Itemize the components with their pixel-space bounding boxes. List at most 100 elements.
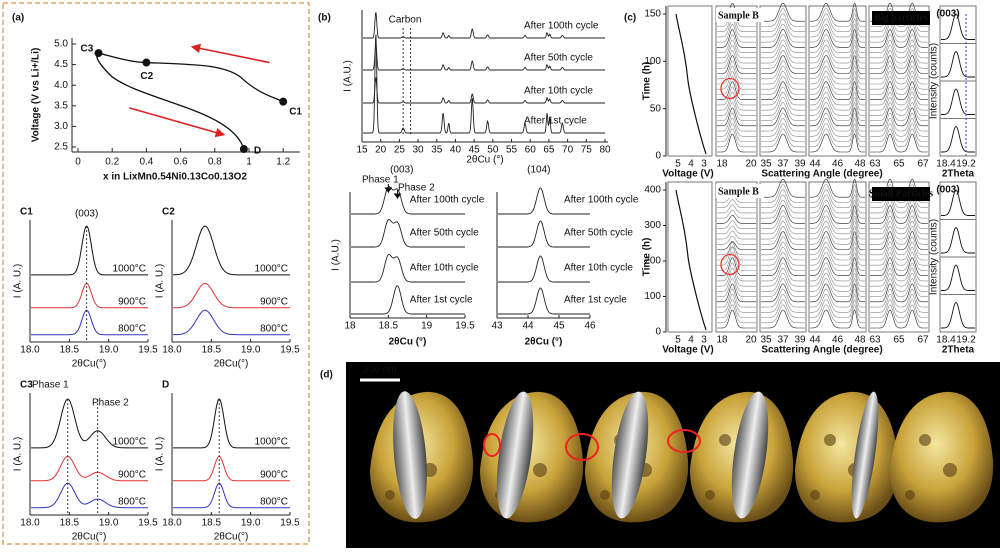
waterfall-trace <box>810 96 865 116</box>
waterfall-trace <box>870 205 928 224</box>
waterfall-trace <box>810 76 865 95</box>
x-tick-label: 44 <box>522 321 534 332</box>
waterfall-trace <box>870 18 928 38</box>
inset-title: (003) <box>936 9 959 20</box>
waterfall-trace <box>761 273 805 292</box>
waterfall-trace <box>870 288 928 308</box>
x-tick-label: 50 <box>487 145 499 156</box>
arrow <box>129 107 226 138</box>
x-tick-label: 25 <box>394 145 406 156</box>
waterfall-trace <box>761 34 805 53</box>
waterfall-trace <box>810 241 865 261</box>
waterfall-trace <box>870 210 928 229</box>
x-axis-label: Scattering Angle (degree) <box>761 345 882 356</box>
curve <box>31 398 148 449</box>
y-axis-label: Time (h) <box>642 62 653 101</box>
highlight <box>720 77 740 100</box>
spectrum-frame <box>759 5 807 157</box>
x-tick-label: 63 <box>869 159 881 170</box>
legend-label: After 100th cycle <box>410 195 485 206</box>
waterfall-trace <box>810 28 865 48</box>
legend-label: 900°C <box>118 469 146 480</box>
waterfall-trace <box>761 18 805 38</box>
x-tick-label: 19.2 <box>956 335 976 346</box>
curve <box>173 482 290 509</box>
waterfall-trace <box>810 107 865 127</box>
waterfall-trace <box>717 246 756 256</box>
x-tick-label: 18.0 <box>162 345 182 356</box>
waterfall-trace <box>761 91 805 111</box>
x-tick-label: 4 <box>688 159 694 170</box>
waterfall-trace <box>717 97 756 116</box>
legend-label: 800°C <box>118 323 146 334</box>
x-tick-label: 0 <box>75 157 81 168</box>
waterfall-trace <box>717 18 756 38</box>
spectrum-frame <box>868 181 930 333</box>
waterfall-trace <box>717 49 756 69</box>
waterfall-trace <box>717 283 756 303</box>
point-label: C3 <box>81 44 94 55</box>
waterfall-trace <box>810 272 865 292</box>
x-tick-label: 0.4 <box>139 157 153 168</box>
waterfall-trace <box>761 133 805 153</box>
waterfall-trace <box>717 252 756 271</box>
panel-label: (d) <box>320 370 333 381</box>
x-tick-label: 18.5 <box>202 518 222 529</box>
inset-frame <box>939 294 977 333</box>
waterfall-trace <box>870 304 928 324</box>
waterfall-trace <box>761 236 805 256</box>
waterfall-trace <box>761 220 805 240</box>
highlight <box>483 433 501 457</box>
x-tick-label: 18 <box>344 321 356 332</box>
waterfall-trace <box>810 220 865 240</box>
x-tick-label: 18.0 <box>162 518 182 529</box>
waterfall-trace <box>810 44 865 64</box>
x-tick-label: 1 <box>246 157 252 168</box>
waterfall-trace <box>717 209 756 219</box>
x-axis-label: 2θCu (°) <box>466 155 503 166</box>
legend-label: 800°C <box>260 496 288 507</box>
legend-label: 800°C <box>260 323 288 334</box>
panel-label: (b) <box>318 13 331 24</box>
voltage-frame <box>667 5 713 157</box>
legend-label: 1000°C <box>255 264 288 275</box>
waterfall-trace <box>870 309 928 329</box>
waterfall-trace <box>717 81 756 100</box>
waterfall-trace <box>810 13 865 32</box>
waterfall-trace <box>717 235 756 245</box>
waterfall-trace <box>810 262 865 282</box>
x-tick-label: 70 <box>562 145 574 156</box>
waterfall-trace <box>870 91 928 111</box>
waterfall-trace <box>717 241 756 250</box>
peak-label: (003) <box>75 209 98 220</box>
waterfall-trace <box>810 210 865 229</box>
x-tick-label: 40 <box>450 145 462 156</box>
highlight <box>565 433 599 461</box>
legend-label: After 10th cycle <box>524 86 593 97</box>
waterfall-trace <box>870 102 928 121</box>
x-tick-label: 1.2 <box>276 157 290 168</box>
waterfall-trace <box>810 257 865 276</box>
cross-section <box>851 391 879 519</box>
y-axis-label: I (A. U.) <box>13 264 24 298</box>
waterfall-trace <box>761 205 805 224</box>
inset-trace <box>941 13 975 40</box>
legend-label: After 50th cycle <box>524 53 593 64</box>
waterfall-trace <box>870 133 928 153</box>
x-tick-label: 48 <box>854 159 866 170</box>
particle-void <box>824 434 836 446</box>
point-label: D <box>254 146 261 157</box>
x-tick-label: 18.5 <box>202 345 222 356</box>
waterfall-trace <box>810 39 865 59</box>
x-tick-label: 18.5 <box>60 345 80 356</box>
y-tick-label: 300 <box>644 220 661 231</box>
waterfall-trace <box>761 299 805 318</box>
waterfall-trace <box>870 241 928 261</box>
waterfall-trace <box>761 65 805 85</box>
x-axis-label: 2θCu(°) <box>72 359 107 370</box>
waterfall-trace <box>717 86 756 106</box>
waterfall-trace <box>717 204 756 214</box>
x-tick-label: 19.5 <box>138 345 158 356</box>
y-axis-label: I (A. U.) <box>155 437 166 471</box>
waterfall-trace <box>761 293 805 313</box>
